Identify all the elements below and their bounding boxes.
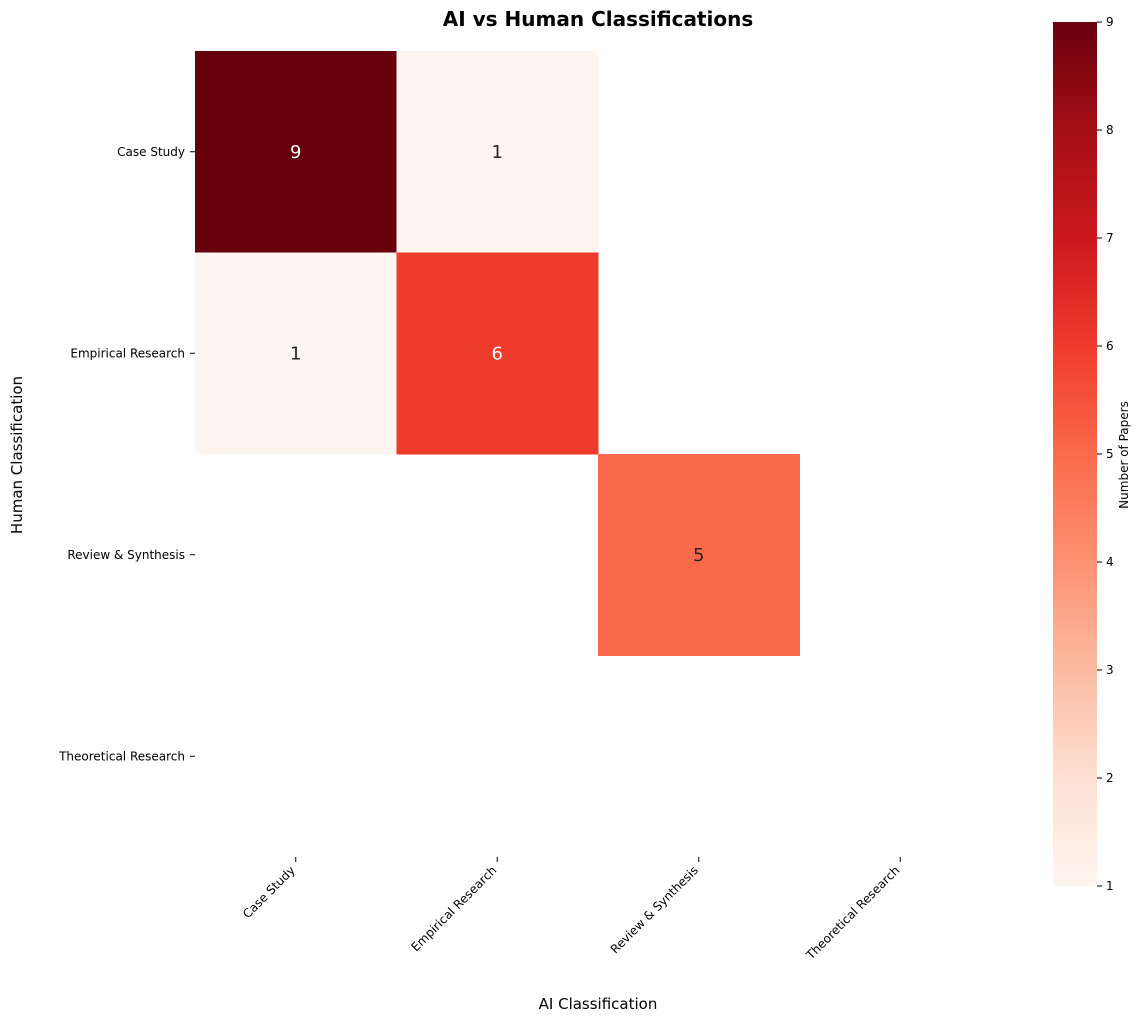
cell-value-label: 5: [693, 545, 704, 566]
colorbar-tick-label: 7: [1106, 231, 1114, 245]
colorbar-tick-label: 8: [1106, 123, 1114, 137]
colorbar-tick-label: 9: [1106, 15, 1114, 29]
y-tick-label: Theoretical Research: [58, 749, 185, 763]
x-tick-label: Review & Synthesis: [608, 863, 701, 956]
colorbar-tick-label: 5: [1106, 447, 1114, 461]
colorbar-tick-label: 6: [1106, 339, 1114, 353]
colorbar: 1 2 3 4 5 6 7 8 9 Number of Papers: [1053, 15, 1131, 893]
colorbar-label: Number of Papers: [1117, 401, 1131, 509]
x-axis-ticks: Case Study Empirical Research Review & Syn…: [240, 857, 902, 963]
y-tick-label: Review & Synthesis: [67, 548, 185, 562]
colorbar-ticks: 1 2 3 4 5 6 7 8 9: [1097, 15, 1114, 893]
colorbar-gradient: [1053, 22, 1097, 886]
cell-value-label: 1: [290, 343, 301, 364]
heatmap-cell: [195, 252, 397, 455]
x-axis-label: AI Classification: [539, 995, 658, 1013]
heatmap-cells: [195, 51, 800, 656]
colorbar-tick-label: 1: [1106, 879, 1114, 893]
y-axis-label: Human Classification: [8, 376, 26, 534]
cell-value-label: 1: [492, 142, 503, 163]
heatmap-cell: [598, 454, 800, 656]
heatmap-annotations: 9 1 1 6 5: [290, 142, 704, 566]
colorbar-tick-label: 4: [1106, 555, 1114, 569]
x-tick-label: Case Study: [240, 863, 298, 921]
heatmap-cell: [195, 51, 397, 253]
y-axis-ticks: Case Study Empirical Research Review & Syn…: [58, 145, 195, 763]
heatmap-cell: [396, 51, 599, 253]
colorbar-tick-label: 2: [1106, 771, 1114, 785]
y-tick-label: Case Study: [117, 145, 185, 159]
y-tick-label: Empirical Research: [70, 346, 185, 360]
cell-value-label: 6: [492, 343, 503, 364]
colorbar-tick-label: 3: [1106, 663, 1114, 677]
heatmap-cell: [396, 252, 599, 455]
x-tick-label: Empirical Research: [408, 863, 499, 954]
chart-title: AI vs Human Classifications: [443, 7, 753, 31]
cell-value-label: 9: [290, 142, 301, 163]
x-tick-label: Theoretical Research: [803, 863, 903, 963]
